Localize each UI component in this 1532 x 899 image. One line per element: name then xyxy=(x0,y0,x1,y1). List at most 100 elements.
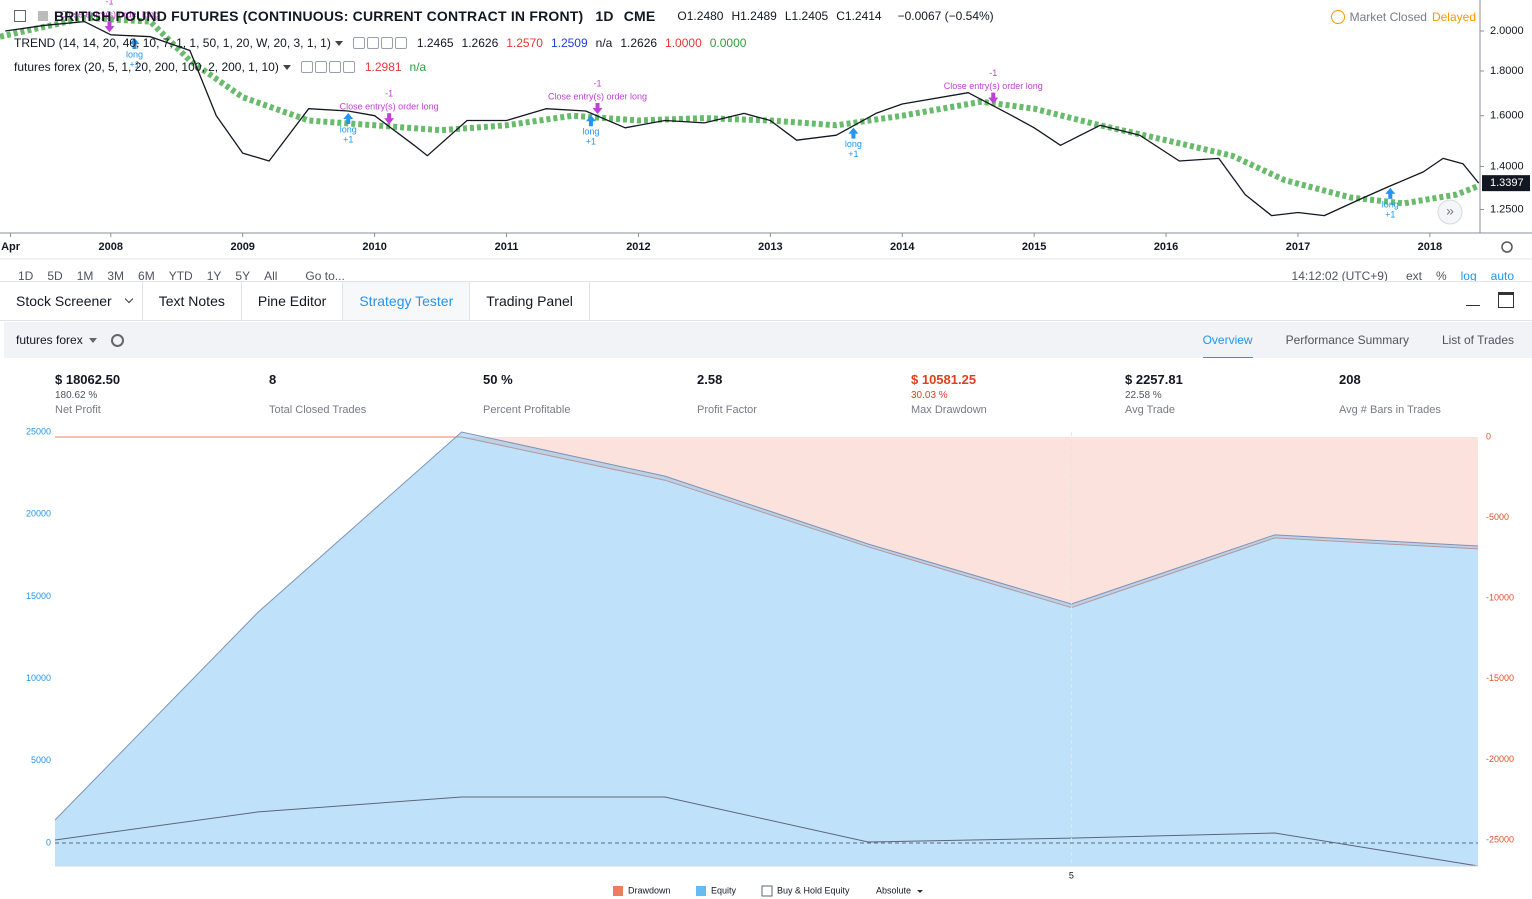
entry-arrow xyxy=(585,115,596,127)
exit-label: Close entry(s) order long xyxy=(340,102,439,112)
view-tabs: Overview Performance Summary List of Trade… xyxy=(1202,322,1532,358)
stat-sub: 22.58 % xyxy=(1125,390,1162,401)
y2-tick-label: -25000 xyxy=(1486,834,1514,844)
indicator-value: 1.2626 xyxy=(461,36,499,50)
panel-tab[interactable]: Text Notes xyxy=(143,282,242,320)
change: −0.0067 (−0.54%) xyxy=(897,9,994,23)
collapse-icon[interactable] xyxy=(14,10,26,22)
exit-qty: -1 xyxy=(594,78,602,88)
scroll-button[interactable] xyxy=(1437,199,1463,225)
indicator-icon xyxy=(394,37,407,49)
indicator-icon xyxy=(380,37,393,49)
time-tick-label: 2015 xyxy=(1022,241,1046,253)
exchange: CME xyxy=(623,8,656,24)
period-button[interactable]: YTD xyxy=(168,270,193,281)
entry-qty: +1 xyxy=(586,137,596,147)
stat-label: Percent Profitable xyxy=(483,404,571,416)
stat-value: $ 18062.50 xyxy=(55,372,121,387)
stat-value: 208 xyxy=(1339,372,1361,387)
y2-tick-label: -15000 xyxy=(1486,673,1514,683)
indicator-icon xyxy=(342,61,355,73)
indicator-value: n/a xyxy=(409,60,427,74)
stat-label: Avg # Bars in Trades xyxy=(1339,404,1441,416)
indicator-caret xyxy=(282,64,291,74)
status-text: Market Closed xyxy=(1349,10,1427,24)
minimize-button[interactable] xyxy=(1466,295,1480,306)
time-tick-label: 2016 xyxy=(1154,241,1178,253)
strategy-name[interactable]: futures forex xyxy=(16,333,83,347)
settings-icon[interactable] xyxy=(1501,241,1513,253)
last-price-label: 1.3397 xyxy=(1490,177,1524,189)
area-fill xyxy=(55,432,1478,866)
stat-value: 50 % xyxy=(483,372,513,387)
period-button[interactable]: 3M xyxy=(107,270,125,281)
scroll-icon[interactable]: » xyxy=(1446,203,1454,219)
period-button[interactable]: 1Y xyxy=(206,270,222,281)
indicator-icon xyxy=(300,61,313,73)
stat-value: $ 10581.25 xyxy=(911,372,977,387)
period-button[interactable]: 6M xyxy=(138,270,155,281)
stat-value: 8 xyxy=(269,372,277,387)
time-tick-label: 2014 xyxy=(890,241,915,253)
symbol-header: BRITISH POUND FUTURES (CONTINUOUS: CURRE… xyxy=(14,8,994,24)
delay-text: Delayed xyxy=(1431,10,1476,24)
panel-tab[interactable]: Stock Screener xyxy=(0,282,143,320)
entry-label: long xyxy=(1382,199,1399,209)
period-button[interactable]: 1M xyxy=(76,270,94,281)
tab-bar: Stock Screener Text Notes Pine Editor Strat… xyxy=(0,281,1532,321)
entry-qty: +1 xyxy=(848,149,858,159)
strategy-caret[interactable] xyxy=(88,338,97,347)
goto-button[interactable]: Go to... xyxy=(305,270,345,281)
maximize-button[interactable] xyxy=(1498,292,1514,308)
exit-arrow xyxy=(384,113,395,125)
indicator-value: 1.2981 xyxy=(364,60,402,74)
panel-tab[interactable]: Pine Editor xyxy=(242,282,344,320)
legend-swatch xyxy=(696,886,706,896)
entry-label: long xyxy=(582,127,599,137)
legend-swatch xyxy=(613,886,623,896)
view-tab[interactable]: Performance Summary xyxy=(1285,333,1409,347)
scale-option[interactable]: ext xyxy=(1405,270,1422,281)
scale-option[interactable]: log xyxy=(1460,270,1477,281)
stat-sub: 30.03 % xyxy=(911,390,948,401)
indicator-icons xyxy=(300,61,357,73)
indicator-icons xyxy=(352,37,409,49)
view-tab[interactable]: List of Trades xyxy=(1441,333,1514,347)
strategy-bar: futures forex Overview Performance Summar… xyxy=(4,322,1532,358)
time-tick-label: 2008 xyxy=(99,241,123,253)
panel-tab[interactable]: Strategy Tester xyxy=(343,282,471,320)
y2-tick-label: -10000 xyxy=(1486,593,1514,603)
mode-select[interactable]: Absolute xyxy=(876,885,911,895)
area-line xyxy=(55,436,1479,609)
period-button[interactable]: 5Y xyxy=(235,270,251,281)
panel-controls xyxy=(1466,292,1514,308)
time-tick-label: 2018 xyxy=(1418,241,1442,253)
range-bar: 1D 5D 1M 3M 6M YTD 1Y 5Y All Go to... 14:12:02 (UT… xyxy=(18,270,1528,281)
y2-tick-label: -5000 xyxy=(1486,512,1509,522)
period-button[interactable]: 1D xyxy=(18,270,34,281)
scale-option[interactable]: auto xyxy=(1490,270,1514,281)
indicator-value: 1.2465 xyxy=(416,36,454,50)
y-tick-label: 15000 xyxy=(26,591,51,601)
strategy-settings[interactable] xyxy=(110,333,124,347)
period-button[interactable]: All xyxy=(264,270,278,281)
panel-tab[interactable]: Trading Panel xyxy=(470,282,590,320)
equity-layer: 0 5000 10000 15000 20000 25000 0 -5000 -10000 -15… xyxy=(26,426,1514,897)
scale-option[interactable]: % xyxy=(1435,270,1447,281)
area-fill xyxy=(55,436,1478,608)
stat: $ 10581.25 30.03 % Max Drawdown xyxy=(911,372,987,416)
time-label: 14:12:02 (UTC+9) xyxy=(1291,270,1388,281)
y-tick-label: 10000 xyxy=(26,673,51,683)
indicator-value: 1.2509 xyxy=(550,36,588,50)
y2-tick-label: 0 xyxy=(1486,431,1491,441)
indicator-value: 1.2570 xyxy=(506,36,543,50)
indicator-caret xyxy=(334,40,343,50)
view-tab[interactable]: Overview xyxy=(1202,323,1253,358)
period-button[interactable]: 5D xyxy=(47,270,63,281)
entry-qty: +1 xyxy=(129,59,139,69)
y-tick-label: 5000 xyxy=(31,755,51,765)
exit-label: Close entry(s) order long xyxy=(944,81,1043,91)
indicator-value: 0.0000 xyxy=(709,36,747,50)
